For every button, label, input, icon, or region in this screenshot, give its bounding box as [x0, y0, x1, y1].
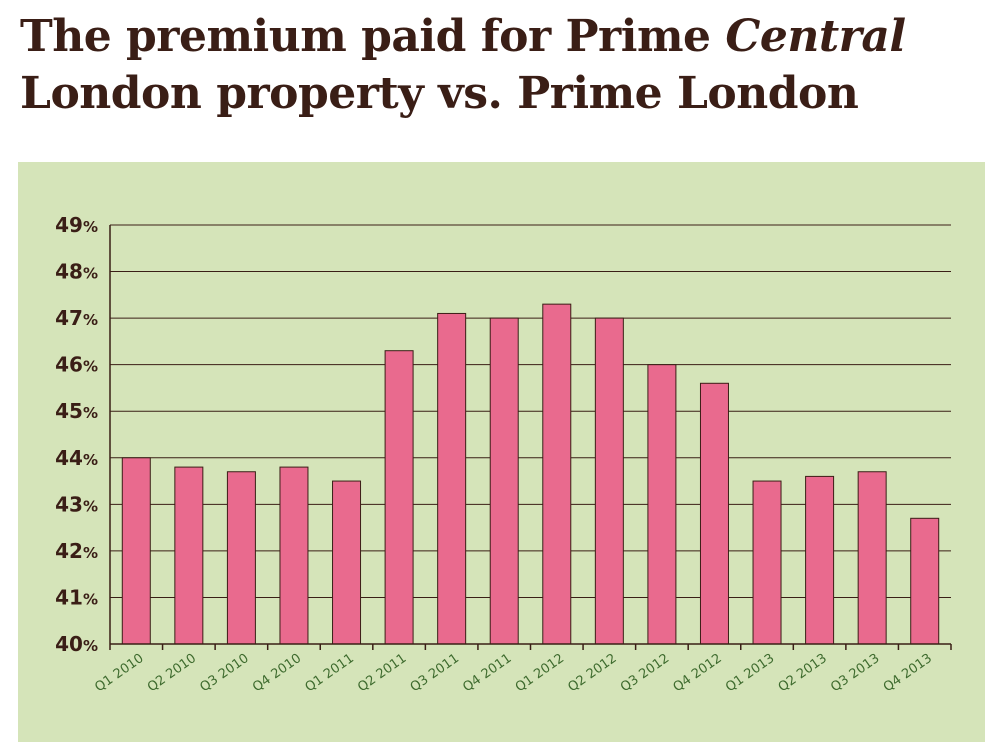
bar [647, 364, 677, 645]
x-tick-label: Q2 2012 [565, 651, 619, 695]
bar [384, 350, 414, 645]
bar [226, 471, 256, 645]
bar [542, 303, 572, 645]
y-tick-label: 40% [55, 632, 98, 656]
bar [857, 471, 887, 645]
bar [121, 457, 151, 645]
x-tick-label: Q3 2010 [197, 651, 251, 695]
y-tick-label: 46% [55, 353, 98, 377]
y-tick-label: 44% [55, 446, 98, 470]
x-tick-label: Q3 2013 [828, 651, 882, 695]
bar [174, 466, 204, 645]
chart-panel: 40% 41% 42% 43% 44% 45% 46% 47% 48% 49% Q1 2010 Q2… [18, 162, 985, 742]
bar [594, 317, 624, 645]
y-tick-label: 41% [55, 585, 98, 609]
bar [752, 480, 782, 645]
y-tick-label: 48% [55, 260, 98, 284]
page-title: The premium paid for Prime Central London… [20, 8, 906, 122]
y-axis-ticks: 40% 41% 42% 43% 44% 45% 46% 47% 48% 49% [55, 213, 98, 656]
y-tick-label: 49% [55, 213, 98, 237]
x-tick-label: Q3 2011 [408, 651, 462, 695]
x-tick-label: Q4 2013 [881, 651, 935, 695]
bars [121, 303, 940, 645]
x-tick-label: Q1 2013 [723, 651, 777, 695]
bar [805, 475, 835, 645]
y-tick-label: 47% [55, 306, 98, 330]
x-tick-label: Q1 2011 [303, 651, 357, 695]
x-tick-label: Q2 2013 [776, 651, 830, 695]
bar [910, 517, 940, 645]
y-tick-label: 43% [55, 492, 98, 516]
bar [437, 312, 467, 645]
title-line2: London property vs. Prime London [20, 68, 859, 119]
bar [489, 317, 519, 645]
bar [699, 382, 729, 645]
bar [332, 480, 362, 645]
y-tick-label: 45% [55, 399, 98, 423]
x-tick-label: Q1 2010 [92, 651, 146, 695]
x-tick-label: Q2 2011 [355, 651, 409, 695]
x-tick-label: Q1 2012 [513, 651, 567, 695]
bar-chart: 40%41%42%43%44%45%46%47%48%49% Q1 2010Q2… [55, 213, 952, 695]
x-tick-label: Q4 2012 [671, 651, 725, 695]
y-tick-label: 42% [55, 539, 98, 563]
x-tick-label: Q3 2012 [618, 651, 672, 695]
x-tick-label: Q2 2010 [145, 651, 199, 695]
x-tick-label: Q4 2010 [250, 651, 304, 695]
bar [279, 466, 309, 645]
axes [109, 225, 952, 650]
title-line1-italic: Central [725, 11, 906, 62]
title-line1-prefix: The premium paid for Prime [20, 11, 726, 62]
x-tick-label: Q4 2011 [460, 651, 514, 695]
